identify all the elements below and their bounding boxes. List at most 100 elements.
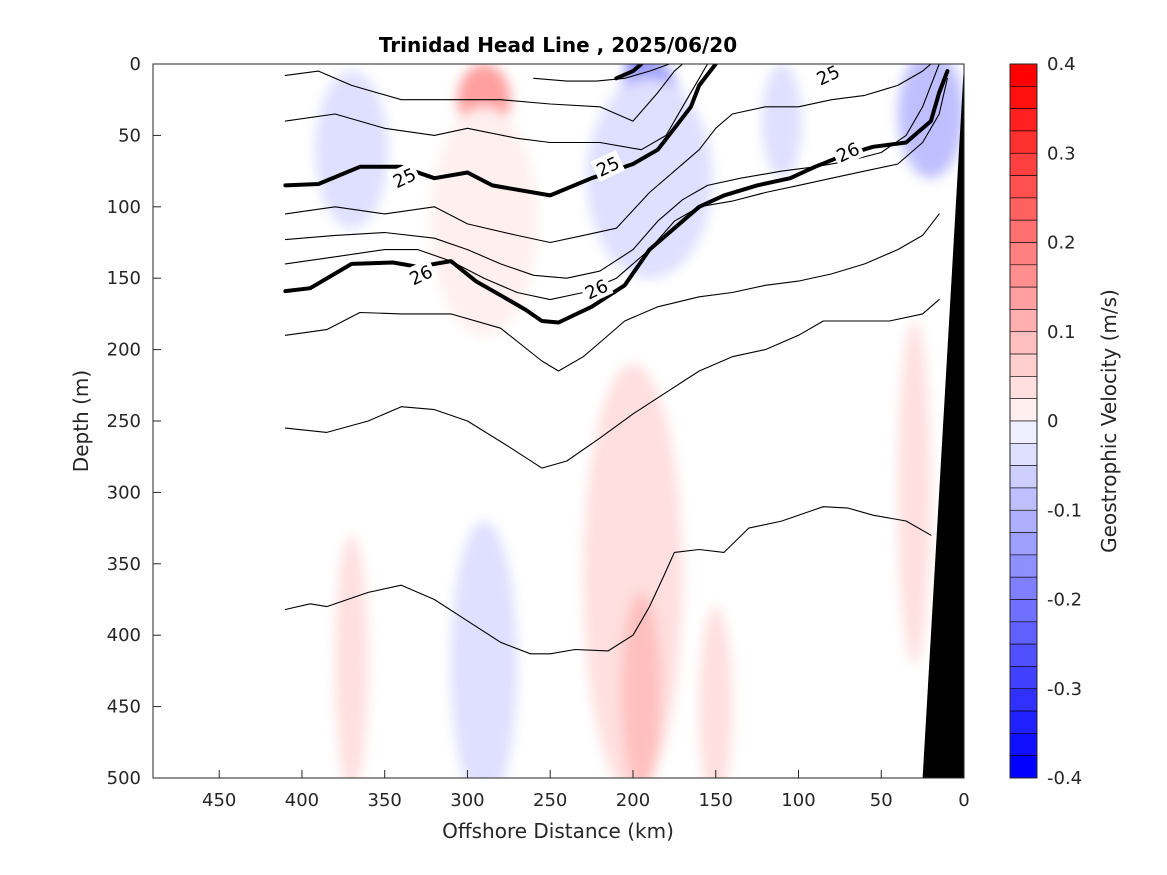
velocity-patch-13 [335,535,369,778]
contour-line-5 [284,64,932,244]
y-tick-label-2: 100 [107,197,141,218]
colorbar-swatch-11 [1009,309,1038,333]
y-tick-label-4: 200 [107,340,141,361]
colorbar-swatch-25 [1009,621,1038,645]
x-tick-label-8: 50 [870,790,893,811]
bathymetry-shape [922,64,964,778]
colorbar-tick-label-4: 0 [1047,411,1058,432]
contour-label-bg-3 [403,258,439,291]
colorbar-tick-label-1: 0.3 [1047,143,1076,164]
velocity-patch-11 [450,521,518,778]
colorbar-swatch-8 [1009,242,1038,266]
colorbar-swatch-31 [1009,755,1038,779]
colorbar-swatch-15 [1009,398,1038,422]
velocity-patch-10 [621,592,662,778]
velocity-patch-5 [586,78,713,279]
bathymetry [922,64,964,778]
contour-label-bg-0 [386,161,422,194]
colorbar-swatch-18 [1009,465,1038,489]
x-axis-label: Offshore Distance (km) [442,819,674,843]
x-tick-label-2: 350 [368,790,402,811]
colorbar-tick-label-7: -0.3 [1047,679,1082,700]
x-tick-label-6: 150 [699,790,733,811]
colorbar-swatch-20 [1009,509,1038,533]
y-tick-label-7: 350 [107,554,141,575]
colorbar-swatch-14 [1009,376,1038,399]
velocity-patch-14 [897,321,931,664]
colorbar-swatch-23 [1009,576,1038,600]
colorbar-swatch-3 [1009,130,1038,154]
colorbar-swatch-13 [1009,353,1038,377]
colorbar-swatch-4 [1009,152,1038,176]
y-tick-label-5: 250 [107,411,141,432]
colorbar-tick-label-0: 0.4 [1047,54,1076,75]
velocity-patch-6 [315,71,389,229]
contour-line-10 [284,299,940,469]
colorbar-swatch-22 [1009,554,1038,578]
chart-title: Trinidad Head Line , 2025/06/20 [379,33,737,57]
colorbar-swatch-5 [1009,175,1038,199]
contour-line-7 [284,77,948,301]
y-tick-label-6: 300 [107,482,141,503]
colorbar-swatch-7 [1009,219,1038,243]
colorbar-swatch-10 [1009,286,1038,310]
contour-label-bg-5 [830,135,866,168]
contour-line-0 [533,64,670,82]
colorbar-swatch-21 [1009,532,1038,556]
colorbar-swatch-26 [1009,643,1038,667]
colorbar-swatch-17 [1009,443,1038,466]
y-tick-label-3: 150 [107,268,141,289]
y-axis-label: Depth (m) [69,370,93,472]
contour-label-bg-2 [810,58,846,91]
colorbar-swatch-1 [1009,86,1038,109]
contour-line-2 [284,64,684,122]
y-tick-label-9: 450 [107,697,141,718]
plot-background [153,64,964,778]
colorbar-swatch-29 [1009,710,1038,734]
colorbar-swatch-24 [1009,599,1038,623]
colorbar-swatch-12 [1009,331,1038,355]
y-tick-label-8: 400 [107,625,141,646]
density-contours [283,64,950,655]
contour-label-bg-4 [578,272,614,305]
colorbar-tick-label-5: -0.1 [1047,500,1082,521]
x-tick-label-5: 200 [616,790,650,811]
colorbar-tick-label-6: -0.2 [1047,590,1082,611]
x-tick-label-9: 0 [958,790,969,811]
contour-line-3 [284,64,709,151]
y-tick-label-10: 500 [107,768,141,789]
contour-line-9 [284,213,940,372]
colorbar-swatch-27 [1009,666,1038,690]
x-tick-label-4: 250 [533,790,567,811]
colorbar: 0.4 0.3 0.2 0.1 0 -0.1 -0.2 -0.3 -0.4 [1009,54,1082,789]
colorbar-tick-label-2: 0.2 [1047,233,1076,254]
y-axis: 0 50 100 150 200 250 300 350 400 450 500 [107,54,161,789]
colorbar-tick-label-3: 0.1 [1047,322,1076,343]
colorbar-swatch-0 [1009,63,1038,87]
colorbar-swatch-9 [1009,264,1038,288]
y-tick-label-1: 50 [118,125,141,146]
contour-line-11 [284,506,932,655]
contour-label-bg-1 [590,150,626,182]
velocity-patch-12 [699,606,733,778]
x-axis: 450 400 350 300 250 200 150 100 50 0 [202,770,970,811]
x-tick-label-7: 100 [781,790,815,811]
colorbar-swatch-6 [1009,197,1038,221]
contour-line-1 [614,64,644,81]
x-tick-label-0: 450 [202,790,236,811]
colorbar-swatch-19 [1009,487,1038,511]
colorbar-swatch-28 [1009,688,1038,712]
colorbar-swatch-30 [1009,733,1038,756]
colorbar-frame [1009,63,1038,779]
colorbar-swatch-16 [1009,420,1038,444]
x-tick-label-1: 400 [285,790,319,811]
velocity-patch-7 [762,64,802,179]
colorbar-tick-label-8: -0.4 [1047,768,1082,789]
y-tick-label-0: 0 [130,54,141,75]
colorbar-swatch-2 [1009,108,1038,132]
x-tick-label-3: 300 [450,790,484,811]
velocity-patch-2 [431,106,537,336]
contour-line-4 [283,64,718,198]
